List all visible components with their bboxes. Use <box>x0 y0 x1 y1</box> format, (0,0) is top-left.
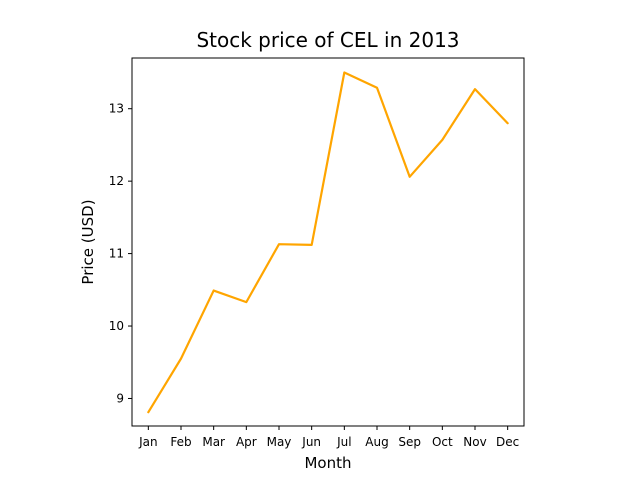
x-tick-label: Oct <box>432 435 453 449</box>
x-tick-label: Jul <box>336 435 351 449</box>
x-tick-label: Sep <box>398 435 421 449</box>
series-line <box>147 71 509 414</box>
x-tick-label: Jan <box>138 435 158 449</box>
chart-title: Stock price of CEL in 2013 <box>196 28 460 52</box>
x-tick-label: Nov <box>463 435 486 449</box>
y-tick-label: 12 <box>109 174 124 188</box>
x-tick-label: Mar <box>202 435 225 449</box>
y-tick-label: 10 <box>109 319 124 333</box>
x-axis-label: Month <box>304 454 352 472</box>
x-tick-label: May <box>267 435 292 449</box>
x-tick-label: Feb <box>170 435 191 449</box>
x-tick-label: Jun <box>301 435 321 449</box>
x-tick-label: Apr <box>236 435 257 449</box>
x-tick-label: Dec <box>496 435 519 449</box>
y-tick-label: 11 <box>109 247 124 261</box>
y-tick-label: 13 <box>109 102 124 116</box>
axes-frame <box>131 57 525 427</box>
x-tick-label: Aug <box>365 435 388 449</box>
y-axis-label: Price (USD) <box>79 199 97 285</box>
y-tick-label: 9 <box>116 391 124 405</box>
